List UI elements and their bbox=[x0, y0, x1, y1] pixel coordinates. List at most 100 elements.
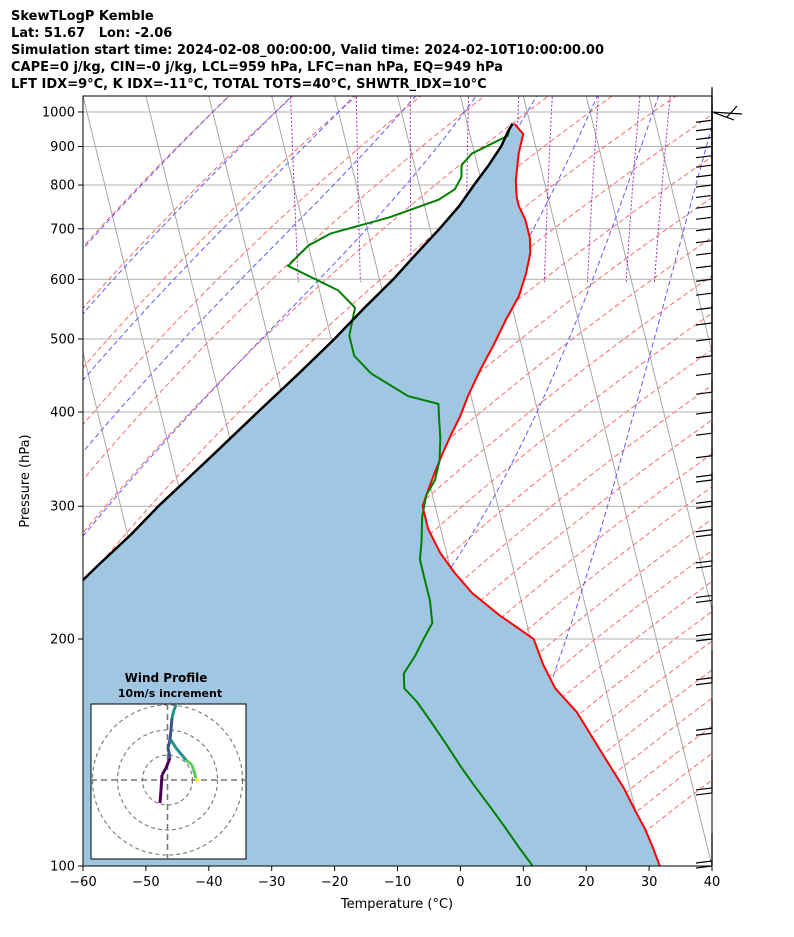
y-tick-label: 200 bbox=[50, 633, 75, 648]
hodograph-segment bbox=[172, 704, 178, 711]
parcel-profile bbox=[83, 122, 514, 582]
wind-barb bbox=[695, 359, 713, 395]
wind-barb bbox=[695, 473, 713, 509]
dry-adiabat bbox=[83, 96, 358, 369]
y-tick-label: 700 bbox=[50, 222, 75, 237]
x-axis-label: Temperature (°C) bbox=[340, 897, 453, 912]
wind-barb bbox=[695, 532, 713, 569]
x-tick-label: −50 bbox=[132, 875, 159, 890]
wind-profile-inset bbox=[90, 703, 247, 860]
hodograph-segment bbox=[164, 757, 172, 769]
hodograph-segment bbox=[194, 777, 200, 783]
y-tick-label: 900 bbox=[50, 140, 75, 155]
dry-adiabat bbox=[83, 96, 231, 248]
hodograph-segment bbox=[174, 747, 188, 761]
wind-barb bbox=[695, 122, 713, 159]
wind-barb bbox=[695, 649, 713, 686]
wind-barb bbox=[695, 95, 713, 132]
inset-subtitle: 10m/s increment bbox=[118, 687, 222, 700]
wind-barb bbox=[695, 422, 713, 459]
x-tick-label: −20 bbox=[321, 875, 348, 890]
isotherm-gridline bbox=[648, 96, 712, 355]
moist-adiabat bbox=[83, 96, 417, 453]
hodograph-segment bbox=[168, 729, 173, 741]
cin-shading bbox=[83, 123, 660, 866]
x-tick-label: 0 bbox=[456, 875, 464, 890]
y-tick-label: 300 bbox=[50, 500, 75, 515]
y-axis-label: Pressure (hPa) bbox=[18, 434, 33, 527]
axes: −60 −50 −40 −30 −20 −10 0 10 20 30 40 100 200 300 400 5… bbox=[42, 105, 720, 890]
hodograph-segment bbox=[190, 764, 198, 779]
dry-adiabat bbox=[504, 697, 712, 866]
hodograph-segment bbox=[169, 739, 178, 749]
wind-barb bbox=[695, 606, 713, 642]
chart-title-line-3: Simulation start time: 2024-02-08_00:00:… bbox=[11, 43, 604, 58]
chart-title-line-1: SkewTLogP Kemble bbox=[11, 9, 154, 24]
wind-barb bbox=[695, 232, 713, 269]
wind-barb bbox=[695, 759, 713, 796]
wind-barb bbox=[695, 220, 713, 256]
wind-barb bbox=[695, 833, 713, 869]
dry-adiabat bbox=[536, 725, 712, 866]
dry-adiabat bbox=[83, 96, 422, 426]
x-tick-label: 10 bbox=[515, 875, 532, 890]
wind-barb bbox=[711, 105, 743, 121]
moist-adiabat bbox=[83, 96, 293, 315]
hodograph-segment bbox=[170, 709, 176, 719]
dry-adiabat bbox=[211, 419, 712, 866]
wind-barb bbox=[695, 379, 713, 415]
mixing-ratio-line bbox=[543, 96, 553, 283]
wind-barb bbox=[695, 567, 713, 604]
dry-adiabat bbox=[83, 96, 550, 534]
wind-barb bbox=[695, 501, 713, 538]
hodograph-segment bbox=[159, 774, 164, 791]
chart-title-line-5: LFT IDX=9°C, K IDX=-11°C, TOTAL TOTS=40°… bbox=[11, 77, 487, 92]
chart-title-line-4: CAPE=0 j/kg, CIN=-0 j/kg, LCL=959 hPa, L… bbox=[11, 60, 503, 75]
wind-barb bbox=[695, 87, 713, 123]
hodograph-segment bbox=[166, 747, 172, 759]
mixing-ratio-line bbox=[653, 96, 671, 283]
y-tick-label: 1000 bbox=[42, 105, 75, 120]
hodograph-segment bbox=[166, 739, 172, 749]
x-tick-label: 30 bbox=[641, 875, 658, 890]
dry-adiabat bbox=[569, 752, 712, 866]
mixing-ratio-line bbox=[409, 96, 412, 283]
wind-barb bbox=[695, 700, 713, 736]
temperature-profile bbox=[421, 122, 661, 866]
wind-barb bbox=[695, 162, 713, 199]
y-tick-label: 500 bbox=[50, 332, 75, 347]
hodograph-segment bbox=[160, 767, 168, 776]
x-tick-label: 20 bbox=[578, 875, 595, 890]
moist-adiabat bbox=[204, 96, 660, 866]
wind-barb bbox=[695, 246, 713, 282]
x-tick-label: −60 bbox=[69, 875, 96, 890]
wind-barb bbox=[695, 260, 713, 296]
moist-adiabat bbox=[83, 96, 477, 537]
dry-adiabat bbox=[602, 779, 712, 866]
dry-adiabat bbox=[83, 156, 712, 731]
inset-title: Wind Profile bbox=[125, 671, 208, 685]
moist-adiabat bbox=[83, 96, 355, 381]
x-tick-label: −40 bbox=[195, 875, 222, 890]
y-tick-label: 400 bbox=[50, 406, 75, 421]
x-tick-label: −10 bbox=[384, 875, 411, 890]
dry-adiabat bbox=[83, 96, 486, 481]
wind-barb bbox=[695, 184, 713, 220]
plot-area bbox=[83, 96, 712, 866]
mixing-ratio-line bbox=[290, 96, 299, 283]
isotherm-gridline bbox=[585, 96, 712, 612]
isotherm-gridline bbox=[711, 96, 712, 99]
wind-barb bbox=[695, 207, 713, 244]
hodograph-segment bbox=[158, 789, 163, 804]
wind-barbs bbox=[695, 87, 743, 869]
wind-barb bbox=[695, 195, 713, 232]
dry-adiabat bbox=[243, 453, 712, 866]
chart-title-line-2: Lat: 51.67 Lon: -2.06 bbox=[11, 26, 173, 41]
y-tick-label: 600 bbox=[50, 273, 75, 288]
isotherm-gridline bbox=[522, 96, 712, 866]
x-tick-label: 40 bbox=[704, 875, 721, 890]
y-tick-label: 800 bbox=[50, 179, 75, 194]
hodograph-segment bbox=[169, 717, 174, 731]
wind-barb bbox=[695, 400, 713, 436]
